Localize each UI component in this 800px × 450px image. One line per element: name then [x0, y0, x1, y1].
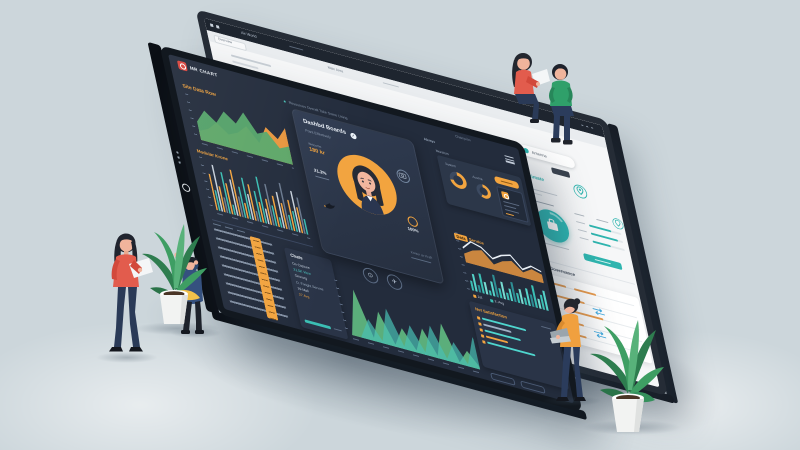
- front-screen: MR CHART Champion Resources Overall Take…: [168, 54, 575, 404]
- right-stat-value: 100%: [407, 225, 419, 234]
- camera-icon[interactable]: [395, 168, 412, 185]
- breadcrumb-dot-icon: [283, 100, 287, 104]
- send-button[interactable]: ✈: [385, 272, 404, 292]
- skeleton-line: [333, 328, 342, 332]
- app-title: MR CHART: [189, 64, 219, 78]
- chats-title: Chats: [289, 252, 304, 261]
- side-marks: [176, 150, 182, 166]
- profile-card: Dashbd Boards ✓ Point Effectively Welcom…: [290, 107, 445, 285]
- sitting-man: [549, 64, 574, 145]
- teal-donut-chart: [533, 205, 573, 247]
- browser-menu-item[interactable]: Main Area: [327, 65, 344, 74]
- breadcrumb-action-link[interactable]: Always: [423, 136, 436, 144]
- table-header-skeleton: [596, 218, 609, 224]
- window-icon[interactable]: [215, 24, 220, 29]
- legend-item: 2. Avg: [489, 298, 505, 306]
- timeline-card: [524, 267, 653, 364]
- back-page-content: Antenna Sales per Ultimate: [209, 41, 660, 387]
- chats-rows: On Capture 21.5K View Omnurg D. Freight …: [292, 261, 339, 306]
- browser-tab-inactive[interactable]: [289, 45, 304, 51]
- browser-tab[interactable]: Air World: [240, 30, 258, 40]
- target-button[interactable]: ⊙: [361, 266, 380, 286]
- button-label-skeleton: [594, 258, 611, 265]
- donut-gauge: [446, 168, 470, 193]
- stat-icon: [501, 190, 510, 200]
- plant-right: [590, 320, 664, 432]
- plant-left: [142, 224, 207, 324]
- dark-chip[interactable]: [550, 167, 571, 179]
- swap-arrows-icon: [591, 324, 607, 339]
- avatar: [331, 148, 403, 222]
- sitting-woman: [512, 53, 550, 123]
- table-header-skeleton: [574, 212, 585, 218]
- row-label-skeleton: [575, 220, 586, 225]
- menu-item-skeleton: [382, 81, 399, 88]
- line-area-chart: [460, 233, 544, 284]
- swap-arrows-icon: [590, 301, 606, 316]
- standing-woman-left: [109, 233, 153, 352]
- stacked-area-chart: [191, 94, 294, 165]
- mini-orange-button[interactable]: [505, 212, 515, 217]
- welcome-value: 180 kr: [308, 146, 326, 157]
- donut-gauge: [473, 181, 494, 203]
- bird-icon: [322, 196, 337, 209]
- button-label-skeleton: [500, 179, 513, 185]
- standing-woman-right: [550, 298, 586, 401]
- row-label-skeleton: [577, 228, 588, 233]
- mini-stat-panel: [496, 185, 529, 223]
- teal-bar: [304, 319, 332, 330]
- row-label-skeleton: [579, 236, 589, 241]
- shadow-spot: [542, 396, 602, 406]
- hamburger-menu-icon[interactable]: [504, 155, 515, 165]
- app-logo: [176, 60, 188, 72]
- back-monitor: Air World Overview Main Area Antenna Sal…: [195, 9, 679, 404]
- back-screen: Air World Overview Main Area Antenna Sal…: [204, 18, 660, 388]
- front-monitor: MR CHART Champion Resources Overall Take…: [147, 41, 588, 421]
- floor-glow-left: [0, 320, 320, 450]
- teal-bar-chart: [467, 265, 551, 312]
- map-pin-icon: [571, 182, 589, 201]
- legend-item: 1st: [472, 293, 483, 300]
- dense-bar-chart: [205, 158, 309, 235]
- map-pin-icon: [610, 215, 625, 230]
- sitting-couple: [512, 53, 574, 145]
- window-icon[interactable]: [209, 23, 214, 28]
- gauges-card: System Austria: [436, 154, 532, 227]
- verified-badge-icon: ✓: [349, 131, 358, 140]
- header-right-label: Champion: [454, 134, 472, 143]
- stat-caption-skeleton: [315, 175, 330, 181]
- shadow-spot: [96, 352, 158, 363]
- logo-ring-icon: [179, 62, 187, 71]
